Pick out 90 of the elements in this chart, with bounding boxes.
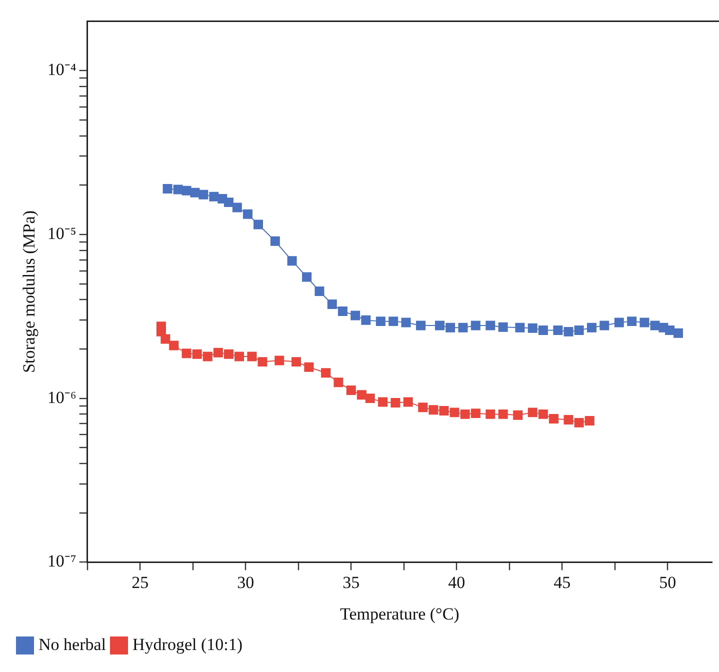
legend-label: Hydrogel (10:1) (132, 634, 243, 654)
point (274, 356, 284, 366)
point (600, 320, 610, 330)
point (435, 320, 445, 330)
point (247, 352, 257, 362)
point (390, 398, 400, 408)
point (428, 405, 438, 415)
x-tick-label: 40 (448, 572, 466, 592)
point (169, 340, 179, 350)
point (486, 409, 496, 419)
point (287, 256, 297, 266)
x-tick-label: 50 (659, 572, 676, 592)
point (182, 348, 192, 358)
point (376, 316, 386, 326)
point (356, 390, 366, 400)
point (242, 209, 252, 219)
x-tick-label: 45 (554, 572, 571, 592)
point (338, 306, 348, 316)
point (224, 198, 234, 208)
point (302, 272, 312, 282)
point (515, 322, 525, 332)
point (470, 320, 480, 330)
point (403, 397, 413, 407)
point (513, 410, 523, 420)
point (673, 328, 683, 338)
point (304, 362, 314, 372)
point (234, 352, 244, 362)
y-tick-label: 10⁻⁶ (47, 388, 76, 407)
y-tick-label: 10⁻⁵ (47, 224, 76, 243)
point (173, 184, 183, 194)
point (614, 318, 624, 328)
point (334, 378, 344, 388)
point (321, 368, 331, 378)
x-tick-label: 25 (132, 572, 149, 592)
legend-label: No herbal (38, 634, 106, 654)
point (574, 418, 584, 428)
point (388, 316, 398, 326)
point (258, 357, 268, 367)
point (346, 386, 356, 395)
point (470, 408, 480, 418)
point (292, 357, 301, 367)
point (564, 415, 574, 424)
point (446, 322, 456, 332)
point (627, 316, 637, 326)
y-tick-label: 10⁻⁷ (47, 552, 76, 571)
y-axis-title: Storage modulus (MPa) (20, 210, 39, 373)
y-tick-label: 10⁻⁴ (47, 60, 76, 80)
point (553, 326, 563, 336)
point (213, 348, 223, 358)
point (486, 320, 496, 330)
point (361, 315, 371, 325)
x-tick-label: 35 (342, 572, 360, 592)
point (584, 416, 594, 426)
point (450, 408, 460, 418)
point (528, 323, 538, 333)
point (498, 409, 508, 419)
point (270, 236, 280, 246)
point (528, 408, 538, 418)
point (190, 188, 200, 198)
point (538, 326, 548, 336)
point (202, 352, 212, 362)
point (224, 349, 234, 359)
point (418, 402, 428, 412)
point (209, 192, 219, 202)
point (160, 334, 170, 344)
point (498, 322, 508, 332)
point (439, 406, 449, 416)
point (327, 299, 337, 309)
point (548, 414, 558, 424)
point (640, 318, 650, 328)
point (232, 202, 242, 212)
point (162, 184, 172, 194)
point (538, 409, 548, 419)
point (460, 409, 470, 419)
point (192, 349, 202, 359)
point (416, 320, 426, 330)
point (378, 397, 388, 407)
x-axis-title: Temperature (°C) (340, 604, 460, 624)
x-tick-label: 30 (237, 572, 254, 592)
point (574, 326, 584, 336)
point (365, 394, 375, 404)
point (314, 286, 324, 296)
point (401, 318, 411, 328)
point (254, 220, 264, 230)
point (198, 190, 208, 200)
point (665, 326, 675, 336)
point (350, 310, 360, 320)
point (586, 322, 596, 332)
point (564, 326, 574, 336)
point (458, 322, 468, 332)
